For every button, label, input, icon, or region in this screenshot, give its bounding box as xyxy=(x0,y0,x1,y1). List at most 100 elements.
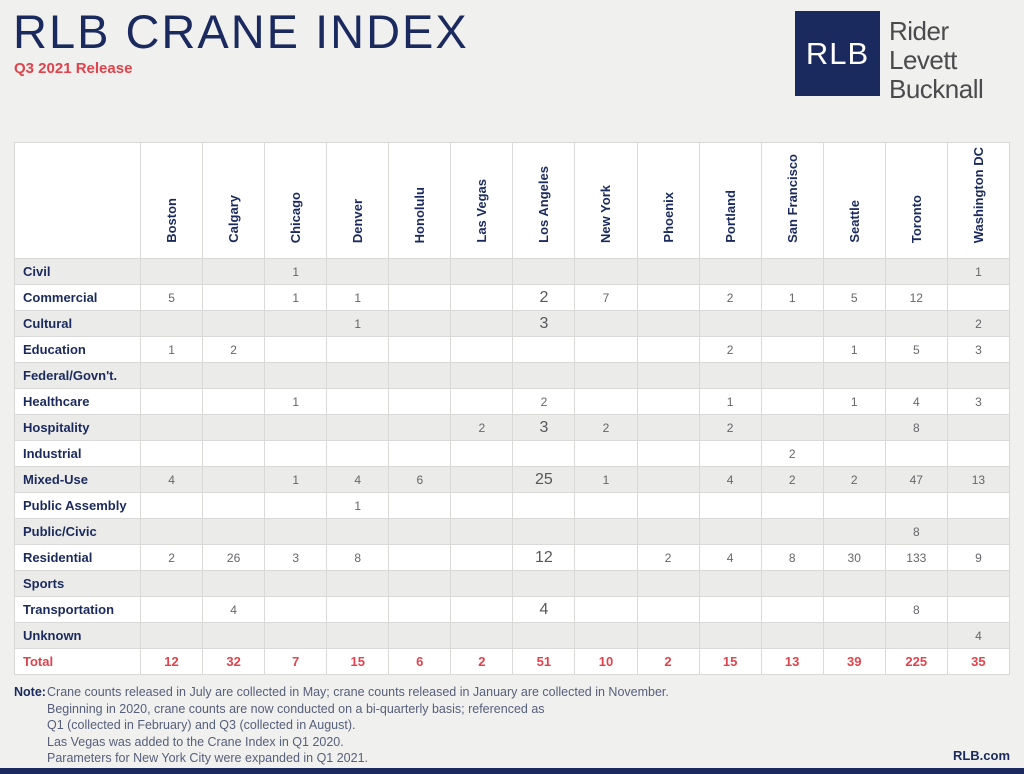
column-header-label: New York xyxy=(598,184,614,243)
table-cell: 3 xyxy=(946,336,1011,363)
row-label: Healthcare xyxy=(14,388,141,415)
row-label: Total xyxy=(14,648,141,675)
note-line: Crane counts released in July are collec… xyxy=(47,685,669,699)
table-cell xyxy=(388,622,452,649)
table-cell xyxy=(139,414,204,441)
table-cell: 35 xyxy=(946,648,1011,675)
table-cell: 3 xyxy=(946,388,1011,415)
table-cell: 8 xyxy=(884,414,948,441)
table-cell xyxy=(139,622,204,649)
table-cell xyxy=(698,518,762,545)
table-row-federal-govn-t-: Federal/Govn't. xyxy=(14,362,1011,389)
column-header-label: Seattle xyxy=(846,200,862,243)
column-header-portland: Portland xyxy=(698,142,762,259)
table-cell xyxy=(698,596,762,623)
column-header-calgary: Calgary xyxy=(202,142,266,259)
logo-name-line: Levett xyxy=(889,45,957,75)
column-header-label: Toronto xyxy=(908,194,924,243)
table-cell xyxy=(326,570,390,597)
table-cell: 2 xyxy=(698,336,762,363)
table-cell xyxy=(574,596,638,623)
table-cell xyxy=(760,622,824,649)
table-cell: 2 xyxy=(574,414,638,441)
table-cell xyxy=(574,388,638,415)
row-label: Commercial xyxy=(14,284,141,311)
table-row-residential: Residential 2 26 3 8 12 2 4 8 30 133 9 xyxy=(14,544,1011,571)
table-cell: 1 xyxy=(326,310,390,337)
table-cell xyxy=(636,336,700,363)
table-cell: 1 xyxy=(574,466,638,493)
table-cell xyxy=(139,518,204,545)
table-cell xyxy=(884,440,948,467)
table-cell: 9 xyxy=(946,544,1011,571)
table-cell: 2 xyxy=(512,388,576,415)
table-cell xyxy=(388,258,452,285)
table-cell xyxy=(450,258,514,285)
table-cell: 1 xyxy=(822,336,886,363)
table-cell xyxy=(636,518,700,545)
row-label: Public Assembly xyxy=(14,492,141,519)
note-label: Note: xyxy=(14,685,46,699)
page-title: RLB CRANE INDEX xyxy=(13,5,469,58)
table-cell: 2 xyxy=(512,284,576,311)
table-cell xyxy=(512,518,576,545)
table-cell: 3 xyxy=(512,414,576,441)
table-cell: 4 xyxy=(698,544,762,571)
release-subtitle: Q3 2021 Release xyxy=(14,60,133,77)
table-cell: 6 xyxy=(388,648,452,675)
table-cell xyxy=(264,596,328,623)
table-cell xyxy=(388,310,452,337)
table-cell xyxy=(450,466,514,493)
table-cell xyxy=(946,440,1011,467)
table-cell xyxy=(450,492,514,519)
rlb-site-link[interactable]: RLB.com xyxy=(952,748,1010,763)
rlb-logo-square: RLB xyxy=(795,11,880,96)
table-cell: 1 xyxy=(139,336,204,363)
table-cell xyxy=(946,414,1011,441)
row-label: Public/Civic xyxy=(14,518,141,545)
column-header-label: Boston xyxy=(164,198,180,243)
table-row-mixed-use: Mixed-Use 4 1 4 6 25 1 4 2 2 47 13 xyxy=(14,466,1011,493)
table-cell xyxy=(512,492,576,519)
table-cell xyxy=(326,336,390,363)
row-label: Hospitality xyxy=(14,414,141,441)
table-row-sports: Sports xyxy=(14,570,1011,597)
table-cell xyxy=(326,596,390,623)
table-cell: 8 xyxy=(884,518,948,545)
table-cell xyxy=(698,362,762,389)
table-cell: 2 xyxy=(760,440,824,467)
table-cell xyxy=(139,258,204,285)
table-cell xyxy=(698,310,762,337)
table-cell: 4 xyxy=(946,622,1011,649)
table-cell xyxy=(326,414,390,441)
table-cell xyxy=(636,466,700,493)
table-cell xyxy=(202,414,266,441)
table-cell: 2 xyxy=(698,284,762,311)
table-cell xyxy=(946,362,1011,389)
table-cell: 5 xyxy=(139,284,204,311)
table-cell xyxy=(636,284,700,311)
table-cell: 4 xyxy=(512,596,576,623)
table-cell: 1 xyxy=(264,284,328,311)
row-label: Unknown xyxy=(14,622,141,649)
table-cell xyxy=(202,310,266,337)
table-cell xyxy=(139,596,204,623)
corner-cell xyxy=(14,142,141,259)
table-cell: 6 xyxy=(388,466,452,493)
row-label: Civil xyxy=(14,258,141,285)
table-row-public-civic: Public/Civic 8 xyxy=(14,518,1011,545)
footnote: Note: Crane counts released in July are … xyxy=(14,684,774,767)
column-header-label: Calgary xyxy=(226,195,242,243)
table-cell xyxy=(760,336,824,363)
column-header-boston: Boston xyxy=(139,142,204,259)
table-cell xyxy=(326,362,390,389)
note-lines: Crane counts released in July are collec… xyxy=(47,684,774,767)
table-cell xyxy=(202,284,266,311)
table-cell xyxy=(388,362,452,389)
table-cell xyxy=(822,570,886,597)
table-cell xyxy=(388,518,452,545)
table-row-cultural: Cultural 1 3 2 xyxy=(14,310,1011,337)
table-cell: 8 xyxy=(326,544,390,571)
table-cell xyxy=(574,622,638,649)
